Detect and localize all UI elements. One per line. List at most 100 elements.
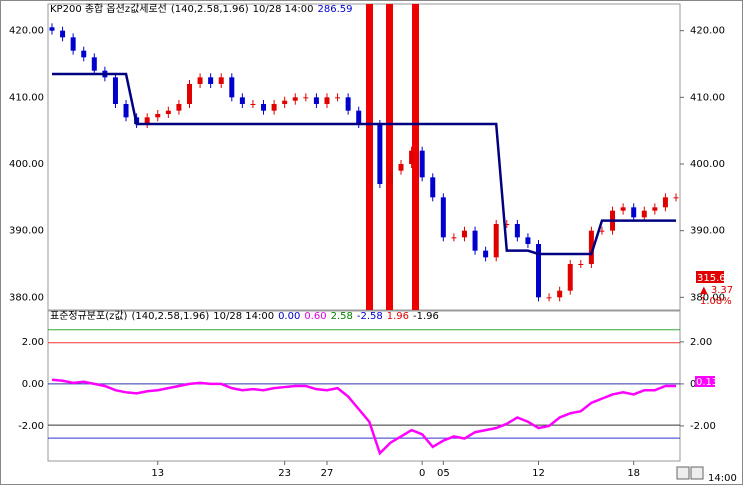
candle-body [377, 124, 383, 184]
header-item: 표준정규분포(z값) [50, 310, 128, 322]
last-z-box [695, 376, 715, 387]
header-item: (140,2.58,1.96) [171, 4, 249, 15]
candle-body [123, 104, 129, 118]
candle-body [292, 97, 298, 101]
candle-body [430, 177, 436, 198]
price-panel [47, 3, 681, 311]
candle-body [60, 30, 66, 38]
candle-body [303, 97, 309, 99]
y-tick-label-left: -2.00 [18, 421, 44, 432]
y-tick-label-right: 380.00 [690, 292, 725, 303]
x-tick-label: 18 [627, 468, 640, 479]
y-tick-label-right: 390.00 [690, 226, 725, 237]
y-tick-label-right: 2.00 [690, 337, 712, 348]
y-tick-label-left: 380.00 [9, 292, 44, 303]
last-price: 315.68 [697, 273, 732, 284]
vertical-marker [366, 4, 373, 310]
z-panel [47, 310, 681, 462]
candle-body [419, 150, 425, 178]
header-item: -2.58 [357, 311, 383, 322]
candle-body [461, 230, 467, 238]
y-tick-label-left: 2.00 [22, 337, 44, 348]
candle-body [641, 210, 647, 218]
candle-body [282, 100, 288, 104]
candle-body [525, 237, 531, 244]
candle-body [49, 27, 55, 31]
header-item: 0.00 [278, 311, 300, 322]
candle-body [81, 50, 87, 58]
x-tick-label: 05 [437, 468, 450, 479]
y-tick-label-right: 400.00 [690, 159, 725, 170]
candle-body [662, 197, 668, 208]
candle-body [652, 207, 658, 211]
candle-body [197, 77, 203, 84]
candle-body [208, 77, 214, 84]
candle-body [91, 57, 97, 71]
trend-line [52, 72, 676, 256]
vertical-marker [386, 4, 393, 310]
x-tick-label: 13 [151, 468, 164, 479]
y-tick-label-left: 390.00 [9, 226, 44, 237]
y-tick-label-left: 420.00 [9, 26, 44, 37]
candle-body [440, 197, 446, 238]
header-item: 286.59 [318, 4, 353, 15]
last-z: 0.13 [696, 377, 718, 388]
zoom-button[interactable] [676, 466, 690, 480]
candle-body [176, 104, 182, 111]
candle-body [409, 150, 415, 164]
candle-body [472, 230, 478, 251]
candle-body [70, 37, 76, 51]
candle-body [250, 104, 256, 105]
z-line [51, 378, 676, 456]
y-tick-label-right: 420.00 [690, 26, 725, 37]
header-item: 10/28 14:00 [253, 4, 314, 15]
header-item: (140,2.58,1.96) [131, 311, 209, 322]
candle-body [239, 97, 245, 104]
last-price-box [696, 271, 724, 283]
candle-body [620, 207, 626, 211]
header-item: 1.96 [387, 311, 409, 322]
change: ▲ 3.37 [700, 285, 733, 296]
candle-body [567, 264, 573, 291]
header-item: 10/28 14:00 [213, 311, 274, 322]
candle-body [112, 77, 118, 104]
header-item: 2.58 [331, 311, 353, 322]
candle-body [261, 104, 267, 111]
candle-body [536, 244, 542, 298]
candle-body [673, 197, 679, 199]
candle-body [578, 264, 584, 265]
candle-body [144, 117, 150, 124]
candle-body [493, 224, 499, 258]
candle-body [557, 290, 563, 298]
candle-body [313, 97, 319, 104]
header-item: 0.60 [304, 311, 326, 322]
change-pct: 1.08% [700, 296, 732, 307]
panel-header: 표준정규분포(z값) (140,2.58,1.96) 10/28 14:00 0.00… [50, 310, 439, 322]
candle-body [451, 237, 457, 239]
x-tick-label: 12 [532, 468, 545, 479]
candle-body [504, 224, 510, 225]
candle-body [483, 250, 489, 258]
candle-body [588, 230, 594, 264]
candle-body [218, 77, 224, 84]
candle-body [345, 97, 351, 111]
candle-body [387, 170, 393, 184]
y-tick-label-left: 410.00 [9, 92, 44, 103]
x-end-label: 14:00 [708, 473, 737, 484]
y-tick-label-right: -2.00 [690, 421, 716, 432]
candle-body [271, 104, 277, 111]
candle-body [335, 97, 341, 99]
candle-body [356, 110, 362, 124]
candle-body [599, 230, 605, 232]
y-tick-label-right: 410.00 [690, 92, 725, 103]
candle-body [229, 77, 235, 98]
x-tick-label: 0 [419, 468, 425, 479]
y-tick-label-left: 400.00 [9, 159, 44, 170]
candle-body [324, 97, 330, 104]
vertical-marker [412, 4, 419, 310]
x-tick-label: 23 [278, 468, 291, 479]
search-button[interactable] [690, 466, 704, 480]
candle-body [546, 297, 552, 299]
candle-body [514, 224, 520, 238]
